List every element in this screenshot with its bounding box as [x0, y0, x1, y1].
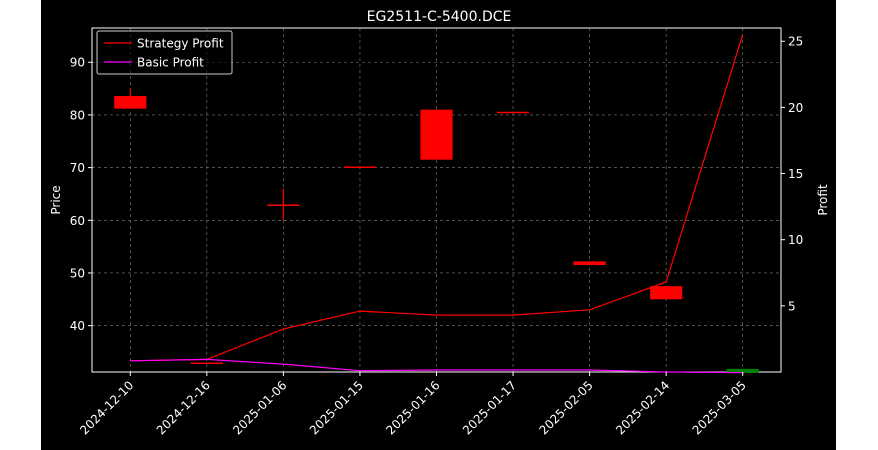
candle-body-2025-02-14	[650, 286, 683, 300]
y2-axis-label: Profit	[816, 184, 830, 216]
candle-body-2025-01-17	[496, 111, 530, 114]
y2-tick-label-25: 25	[788, 35, 803, 49]
series-line-strategy-profit	[130, 34, 744, 362]
candle-body-2025-02-05	[573, 261, 606, 266]
candle-body-2024-12-10	[114, 95, 147, 109]
y2-tick-label-20: 20	[788, 101, 803, 115]
series-line-basic-profit	[130, 358, 743, 374]
x-tick-label-2025-02-14: 2025-02-14	[613, 378, 672, 437]
legend-box	[96, 30, 233, 75]
x-tick-label-2025-03-05: 2025-03-05	[690, 378, 749, 437]
y-axis-label: Price	[49, 185, 63, 214]
x-tick-label-2025-01-17: 2025-01-17	[460, 378, 519, 437]
x-tick-label-2024-12-10: 2024-12-10	[77, 378, 136, 437]
x-tick-label-2025-01-15: 2025-01-15	[307, 378, 366, 437]
candle-body-2025-01-15	[343, 166, 377, 169]
candle-body-2025-01-06	[267, 204, 300, 206]
candle-body-2024-12-16	[190, 362, 223, 365]
legend: Strategy Profit Basic Profit	[96, 30, 233, 75]
y2-tick-label-15: 15	[788, 167, 803, 181]
y-tick-label-70: 70	[70, 161, 85, 175]
y2-tick-label-10: 10	[788, 233, 803, 247]
y-tick-label-50: 50	[70, 266, 85, 280]
y-tick-label-90: 90	[70, 56, 85, 70]
y2-tick-label-5: 5	[788, 299, 796, 313]
x-tick-label-2025-02-05: 2025-02-05	[537, 378, 596, 437]
chart-title: EG2511-C-5400.DCE	[367, 9, 512, 25]
y-tick-label-40: 40	[70, 319, 85, 333]
chart-figure: EG2511-C-5400.DCE Price Profit 40 50 60 70 8…	[41, 0, 836, 450]
x-tick-label-2025-01-16: 2025-01-16	[383, 378, 442, 437]
x-tick-label-2024-12-16: 2024-12-16	[154, 378, 213, 437]
chart-svg: EG2511-C-5400.DCE Price Profit 40 50 60 70 8…	[49, 9, 830, 437]
y-tick-label-60: 60	[70, 214, 85, 228]
plot-frame	[91, 27, 782, 373]
candle-body-2025-01-16	[420, 109, 453, 160]
x-tick-label-2025-01-06: 2025-01-06	[230, 378, 289, 437]
legend-label-basic-profit: Basic Profit	[137, 56, 204, 70]
candle-body-2025-03-05	[726, 368, 759, 374]
legend-label-strategy-profit: Strategy Profit	[137, 37, 224, 51]
y-tick-label-80: 80	[70, 108, 85, 122]
